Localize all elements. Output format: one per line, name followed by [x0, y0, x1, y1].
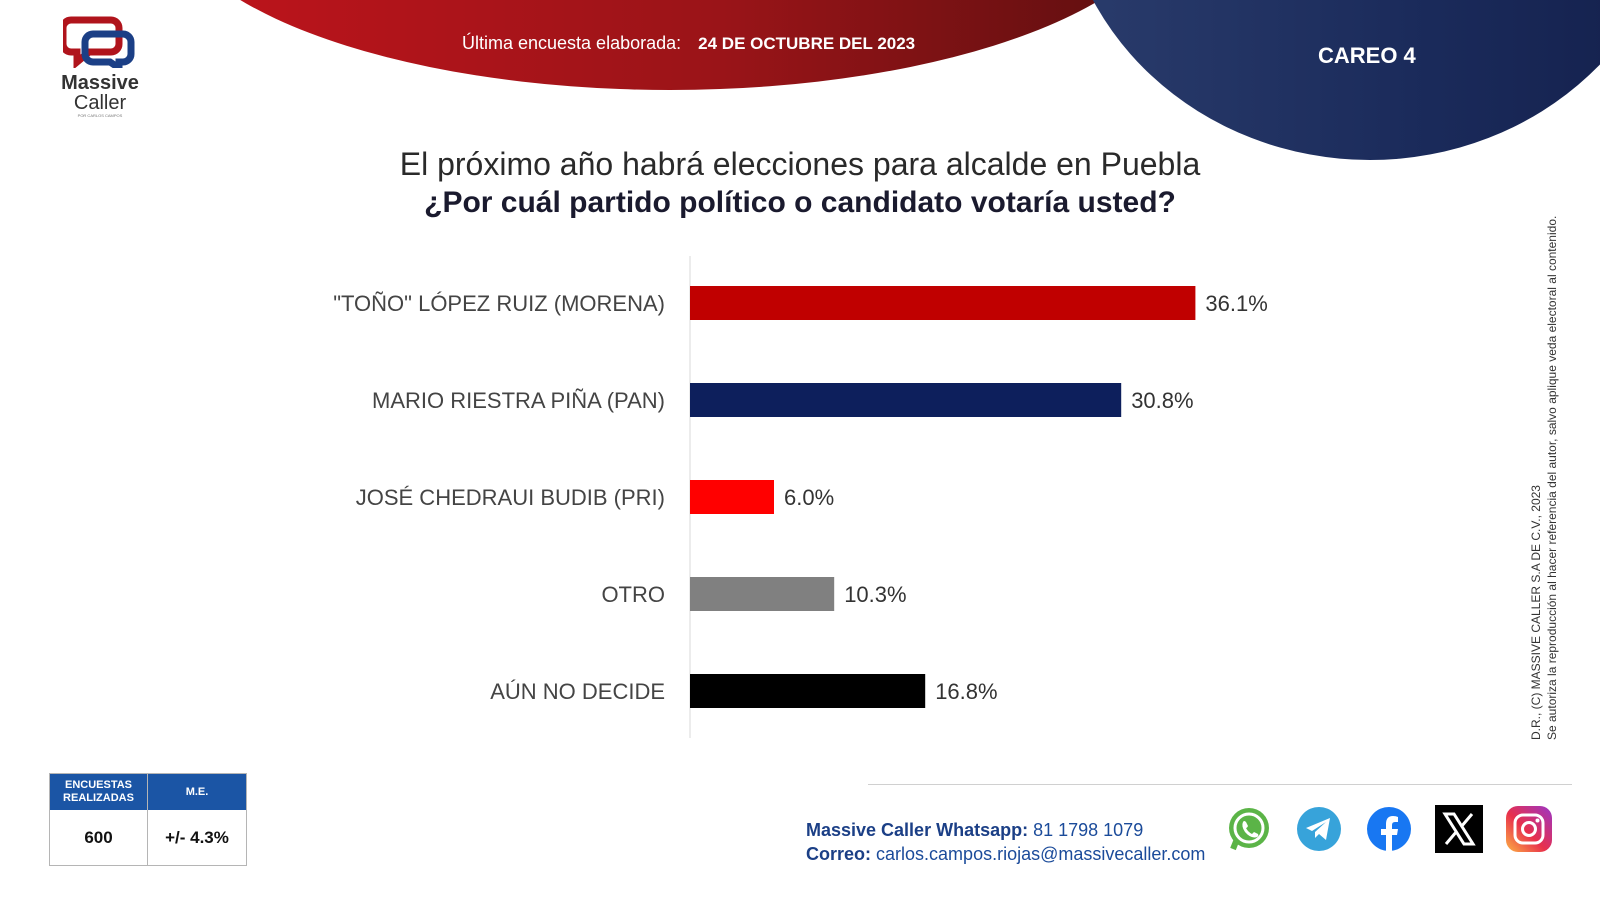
logo-chat-bubbles-icon — [59, 16, 135, 75]
category-label: MARIO RIESTRA PIÑA (PAN) — [372, 388, 665, 413]
bar — [690, 286, 1196, 320]
careo-label: CAREO 4 — [1318, 43, 1416, 68]
category-label: OTRO — [601, 582, 665, 607]
surveys-value: 600 — [50, 810, 148, 865]
last-survey-label: Última encuesta elaborada: — [462, 33, 682, 53]
bar — [690, 383, 1122, 417]
x-icon[interactable] — [1434, 804, 1484, 854]
logo-tagline: POR CARLOS CAMPOS — [77, 113, 123, 118]
margin-error-header: M.E. — [185, 785, 209, 798]
survey-stats-table: ENCUESTAS REALIZADAS M.E. 600 +/- 4.3% — [49, 773, 247, 866]
footer-divider — [868, 784, 1572, 785]
bar — [690, 577, 835, 611]
instagram-icon[interactable] — [1504, 804, 1554, 854]
logo: Massive Caller POR CARLOS CAMPOS — [50, 14, 150, 126]
social-icons — [1224, 804, 1574, 854]
question-line1: El próximo año habrá elecciones para alc… — [399, 146, 1201, 182]
whatsapp-label: Massive Caller Whatsapp: — [806, 820, 1029, 840]
facebook-icon[interactable] — [1364, 804, 1414, 854]
logo-name-line2: Caller — [73, 92, 127, 114]
email-label: Correo: — [806, 844, 872, 864]
category-label: JOSÉ CHEDRAUI BUDIB (PRI) — [356, 485, 665, 510]
value-label: 30.8% — [1131, 388, 1193, 413]
value-label: 10.3% — [844, 582, 906, 607]
margin-error-value: +/- 4.3% — [165, 827, 229, 847]
category-label: AÚN NO DECIDE — [490, 679, 665, 704]
last-survey: Última encuesta elaborada: 24 DE OCTUBRE… — [462, 33, 915, 54]
value-label: 6.0% — [784, 485, 834, 510]
value-label: 36.1% — [1205, 291, 1267, 316]
telegram-icon[interactable] — [1294, 804, 1344, 854]
whatsapp-number[interactable]: 81 1798 1079 — [1033, 820, 1144, 840]
logo-name-line1: Massive — [61, 72, 139, 94]
last-survey-date: 24 DE OCTUBRE DEL 2023 — [698, 34, 916, 53]
surveys-header: ENCUESTAS REALIZADAS — [50, 774, 148, 810]
contact-info: Massive Caller Whatsapp: 81 1798 1079 Co… — [806, 818, 1205, 866]
whatsapp-icon[interactable] — [1224, 804, 1274, 854]
value-label: 16.8% — [935, 679, 997, 704]
email-address[interactable]: carlos.campos.riojas@massivecaller.com — [876, 844, 1206, 864]
category-label: "TOÑO" LÓPEZ RUIZ (MORENA) — [333, 291, 665, 316]
question-line2: ¿Por cuál partido político o candidato v… — [424, 186, 1176, 219]
bar — [690, 674, 926, 708]
bar — [690, 480, 774, 514]
